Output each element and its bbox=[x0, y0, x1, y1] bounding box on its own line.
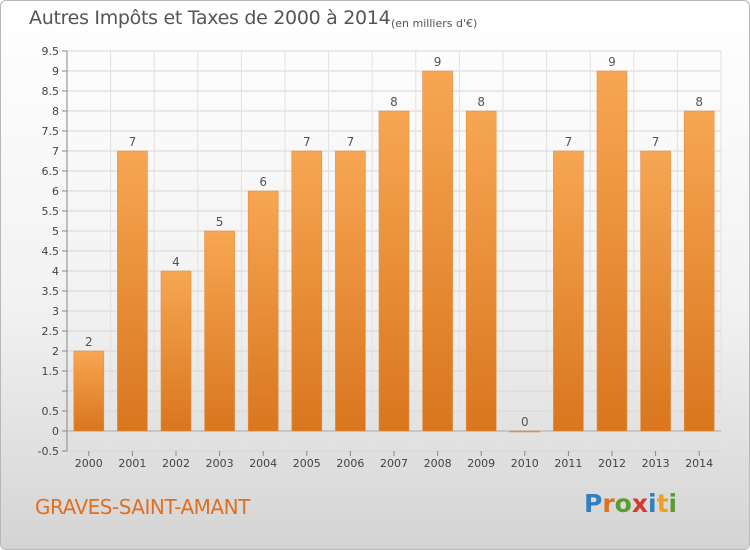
x-tick-label-2001: 2001 bbox=[118, 457, 146, 470]
logo-letter: P bbox=[584, 489, 603, 518]
y-tick-label: 2 bbox=[52, 345, 59, 358]
y-tick-label: 3 bbox=[52, 305, 59, 318]
y-tick-label: 5 bbox=[52, 225, 59, 238]
y-tick-label: 9 bbox=[52, 65, 59, 78]
x-tick-label-2008: 2008 bbox=[424, 457, 452, 470]
data-label-2007: 8 bbox=[390, 95, 398, 109]
y-tick-label: 4 bbox=[52, 265, 59, 278]
y-tick-label: 7 bbox=[52, 145, 59, 158]
y-tick-label: 1.5 bbox=[42, 365, 60, 378]
bar-2001 bbox=[117, 150, 148, 432]
bar-2013 bbox=[640, 150, 671, 432]
x-tick-label-2004: 2004 bbox=[249, 457, 277, 470]
x-tick-label-2012: 2012 bbox=[598, 457, 626, 470]
y-tick-label: 8.5 bbox=[42, 85, 60, 98]
x-tick-label-2000: 2000 bbox=[75, 457, 103, 470]
data-label-2002: 4 bbox=[172, 255, 180, 269]
logo-letter: i bbox=[668, 489, 678, 518]
bar-2007 bbox=[378, 110, 410, 432]
bars bbox=[73, 70, 715, 433]
y-tick-label: 4.5 bbox=[42, 245, 60, 258]
x-tick-label-2005: 2005 bbox=[293, 457, 321, 470]
x-tick-labels: 2000 2001 2002 2003 2004 2005 2006 2007 2008 2009… bbox=[75, 457, 713, 470]
y-tick-label: 7.5 bbox=[42, 125, 60, 138]
logo-letter: x bbox=[631, 489, 648, 518]
bar-2006 bbox=[335, 150, 366, 432]
y-tick-label: 8 bbox=[52, 105, 59, 118]
data-label-2001: 7 bbox=[129, 135, 137, 149]
data-label-2013: 7 bbox=[652, 135, 660, 149]
y-tick-label: 6 bbox=[52, 185, 59, 198]
y-tick-label: 2.5 bbox=[42, 325, 60, 338]
y-tick-labels: -0.5 0 0.5 1.5 2 2.5 3 3.5 4 4.5 5 5.5 6 6.5 7 7.5 8 8.5 9… bbox=[38, 45, 59, 458]
bar-2014 bbox=[683, 110, 715, 432]
x-tick-label-2014: 2014 bbox=[685, 457, 713, 470]
data-label-2008: 9 bbox=[434, 55, 442, 69]
logo-letter: i bbox=[648, 489, 657, 518]
data-label-2014: 8 bbox=[695, 95, 703, 109]
bar-2010 bbox=[509, 430, 541, 433]
data-label-2006: 7 bbox=[347, 135, 355, 149]
chart-subtitle: (en milliers d'€) bbox=[391, 17, 478, 30]
data-label-2010: 0 bbox=[521, 415, 529, 429]
x-tick-label-2010: 2010 bbox=[511, 457, 539, 470]
x-tick-label-2009: 2009 bbox=[467, 457, 495, 470]
logo-letter: t bbox=[656, 489, 669, 518]
y-tick-label: 3.5 bbox=[42, 285, 60, 298]
data-label-2009: 8 bbox=[477, 95, 485, 109]
y-tick-label: 6.5 bbox=[42, 165, 60, 178]
bar-2009 bbox=[465, 110, 497, 432]
bar-2003 bbox=[204, 230, 235, 432]
data-label-2004: 6 bbox=[259, 175, 267, 189]
y-tick-label: 0 bbox=[52, 425, 59, 438]
y-tick-label: 0.5 bbox=[42, 405, 60, 418]
x-tick-label-2002: 2002 bbox=[162, 457, 190, 470]
bar-2002 bbox=[160, 270, 192, 432]
data-labels: 2 7 4 5 6 7 7 8 9 8 0 7 9 7 8 bbox=[85, 55, 703, 429]
data-label-2012: 9 bbox=[608, 55, 616, 69]
bar-2005 bbox=[291, 150, 323, 432]
bar-2004 bbox=[247, 190, 279, 432]
x-tick-label-2003: 2003 bbox=[206, 457, 234, 470]
commune-name: GRAVES-SAINT-AMANT bbox=[35, 495, 250, 519]
logo-letter: r bbox=[602, 489, 615, 518]
logo-letter: o bbox=[614, 489, 632, 518]
data-label-2005: 7 bbox=[303, 135, 311, 149]
y-tick-label: 5.5 bbox=[42, 205, 60, 218]
bar-2008 bbox=[422, 70, 453, 432]
y-tick-label: 9.5 bbox=[42, 45, 60, 58]
x-tick-label-2011: 2011 bbox=[554, 457, 582, 470]
proxiti-logo: Proxiti bbox=[584, 489, 677, 518]
bar-2011 bbox=[553, 150, 584, 432]
data-label-2000: 2 bbox=[85, 335, 93, 349]
data-label-2011: 7 bbox=[565, 135, 573, 149]
chart-title: Autres Impôts et Taxes de 2000 à 2014 bbox=[29, 7, 391, 29]
data-label-2003: 5 bbox=[216, 215, 224, 229]
bar-2012 bbox=[596, 70, 628, 432]
x-tick-label-2013: 2013 bbox=[642, 457, 670, 470]
y-tick-label: -0.5 bbox=[38, 445, 59, 458]
x-tick-label-2006: 2006 bbox=[336, 457, 364, 470]
x-tick-label-2007: 2007 bbox=[380, 457, 408, 470]
bar-2000 bbox=[73, 350, 105, 432]
